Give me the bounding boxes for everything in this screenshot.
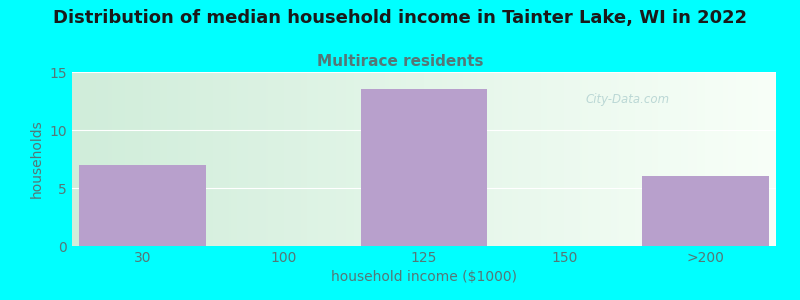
Bar xyxy=(361,89,487,246)
Bar xyxy=(79,165,206,246)
Y-axis label: households: households xyxy=(30,120,44,198)
Text: City-Data.com: City-Data.com xyxy=(586,93,670,106)
Bar xyxy=(642,176,769,246)
X-axis label: household income ($1000): household income ($1000) xyxy=(331,270,517,284)
Text: Multirace residents: Multirace residents xyxy=(317,54,483,69)
Text: Distribution of median household income in Tainter Lake, WI in 2022: Distribution of median household income … xyxy=(53,9,747,27)
